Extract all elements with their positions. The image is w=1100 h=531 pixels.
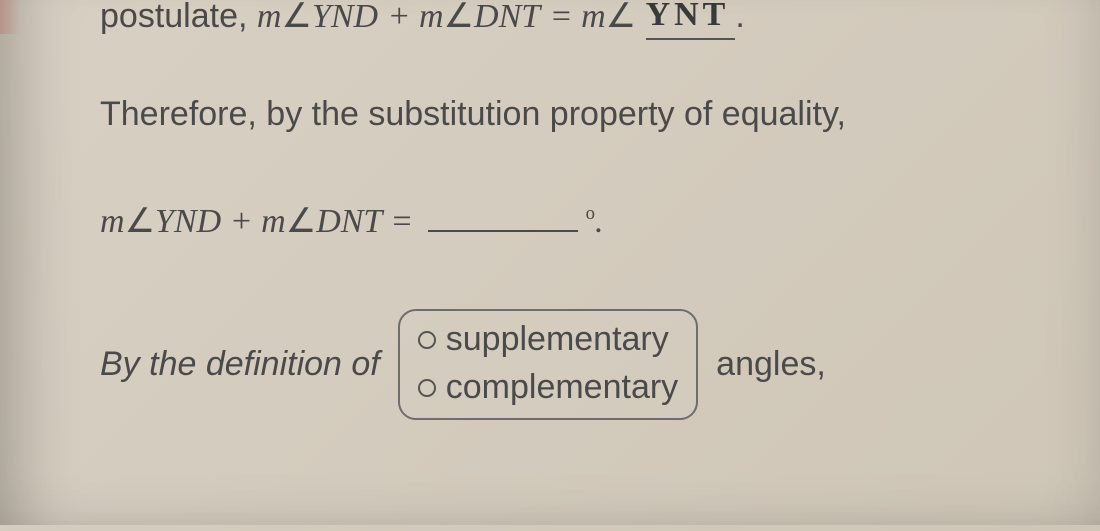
text-postulate: postulate, (100, 0, 257, 35)
text-angles: angles, (716, 342, 826, 388)
angle-name-b2: DNT (316, 203, 382, 240)
angle-name-a: YND (312, 0, 378, 35)
line-postulate: postulate, m∠YND + m∠DNT = m∠ YNT. (100, 0, 1050, 42)
math-m-b2: m (261, 203, 286, 240)
choice-label-complementary: complementary (446, 365, 678, 411)
math-m-r: m (581, 0, 606, 35)
equals-1: = (550, 0, 581, 35)
text-by-definition: By the definition of (100, 342, 380, 388)
radio-icon (418, 379, 436, 397)
handwritten-answer-ynt: YNT (646, 0, 736, 40)
angle-symbol-a2: ∠ (125, 203, 155, 240)
angle-name-b: DNT (474, 0, 540, 35)
choice-complementary[interactable]: complementary (418, 365, 678, 411)
line-therefore: Therefore, by the substitution property … (100, 92, 1050, 138)
angle-symbol-b2: ∠ (286, 203, 316, 240)
worksheet-page: postulate, m∠YND + m∠DNT = m∠ YNT. There… (0, 0, 1100, 420)
angle-symbol-b: ∠ (444, 0, 474, 35)
plus-2: + (230, 203, 261, 240)
math-m-a2: m (100, 203, 125, 240)
angle-symbol-a: ∠ (281, 0, 311, 35)
period-1: . (735, 0, 744, 35)
line-definition: By the definition of supplementary compl… (100, 309, 1050, 421)
radio-icon (418, 331, 436, 349)
plus-1: + (388, 0, 419, 35)
equals-2: = (390, 203, 421, 240)
math-m-b: m (419, 0, 444, 35)
fill-in-blank-degrees[interactable] (428, 196, 578, 232)
degree-symbol: o (586, 203, 595, 224)
line-equation-blank: m∠YND + m∠DNT = o. (100, 196, 1050, 245)
angle-name-a2: YND (155, 203, 221, 240)
math-m-a: m (257, 0, 282, 35)
angle-symbol-r: ∠ (606, 0, 636, 35)
period-2: . (595, 203, 604, 240)
choice-box: supplementary complementary (398, 309, 698, 421)
choice-label-supplementary: supplementary (446, 317, 669, 363)
choice-supplementary[interactable]: supplementary (418, 317, 678, 363)
